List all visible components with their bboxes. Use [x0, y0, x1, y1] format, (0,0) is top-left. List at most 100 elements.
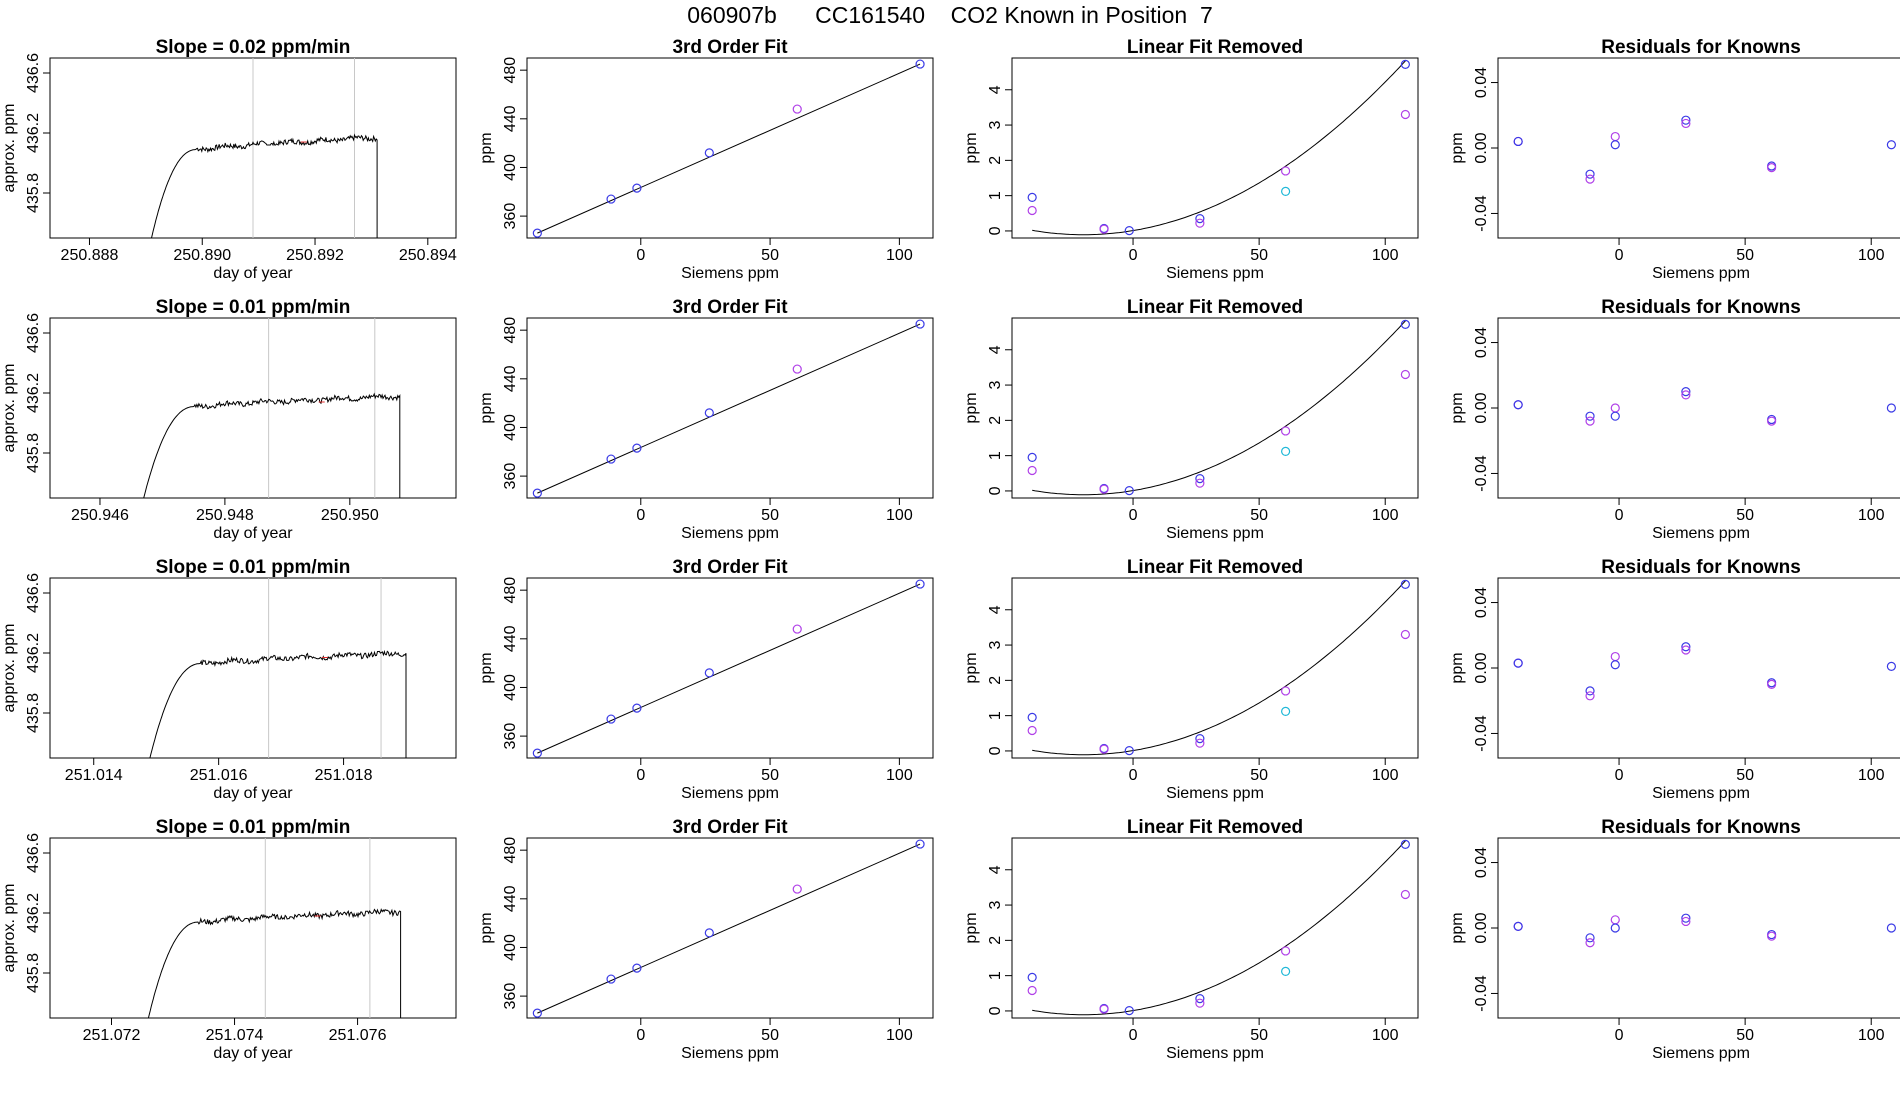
panel-title: 3rd Order Fit [672, 817, 788, 838]
data-point [1681, 916, 1691, 927]
panel-linear-removed-4: Linear Fit Removed 0 50 100 0 1 2 3 4 Siemens ppm… [963, 817, 1419, 1062]
x-tick-label: 100 [1858, 1027, 1885, 1044]
data-point [1767, 931, 1777, 941]
y-tick-label: -0.04 [1473, 195, 1490, 232]
y-tick-label: 3 [987, 381, 1004, 390]
y-tick-label: 436.2 [25, 633, 42, 673]
y-tick-label: 400 [502, 414, 519, 441]
data-point [792, 624, 802, 634]
data-point [915, 579, 925, 589]
y-tick-label: 0 [987, 1006, 1004, 1015]
y-tick-label: 480 [502, 577, 519, 604]
x-tick-label: 0 [1615, 247, 1624, 264]
panel-title: Linear Fit Removed [1127, 297, 1303, 318]
data-point [606, 714, 616, 724]
data-point [1610, 411, 1620, 421]
y-axis-label: ppm [963, 132, 980, 163]
x-tick-label: 100 [886, 247, 913, 264]
y-tick-label: 480 [502, 837, 519, 864]
data-point [1585, 933, 1595, 943]
data-point [915, 59, 925, 69]
x-tick-label: 0 [636, 1027, 645, 1044]
y-tick-label: 400 [502, 934, 519, 961]
x-axis-label: Siemens ppm [1166, 1045, 1264, 1062]
data-point [1195, 993, 1205, 1004]
x-axis-label: Siemens ppm [681, 1045, 779, 1062]
data-point [1585, 686, 1595, 696]
data-trace [151, 133, 378, 238]
data-point [1195, 733, 1205, 744]
y-tick-label: 1 [987, 451, 1004, 460]
plot-area [1513, 913, 1896, 948]
plot-area [1513, 642, 1896, 701]
y-axis-label: ppm [1449, 912, 1466, 943]
y-tick-label: 0 [987, 486, 1004, 495]
plot-area [151, 58, 378, 238]
x-tick-label: 50 [761, 507, 779, 524]
plot-area [532, 579, 925, 758]
y-tick-label: 2 [987, 936, 1004, 945]
panel-timeseries-2: Slope = 0.01 ppm/min 250.946 250.948 250.95… [1, 297, 457, 542]
y-tick-label: 0 [987, 746, 1004, 755]
y-tick-label: 436.2 [25, 113, 42, 153]
x-axis-label: day of year [213, 1045, 293, 1062]
panel-timeseries-4: Slope = 0.01 ppm/min 251.072 251.074 251.07… [1, 817, 457, 1062]
data-point [632, 963, 642, 973]
x-tick-label: 100 [1858, 247, 1885, 264]
y-tick-label: 436.6 [25, 53, 42, 93]
y-tick-label: 3 [987, 901, 1004, 910]
y-tick-label: 436.6 [25, 573, 42, 613]
data-point [1681, 642, 1691, 652]
data-point [1610, 660, 1620, 670]
data-point [532, 228, 542, 238]
y-tick-label: 360 [502, 723, 519, 750]
x-axis-label: Siemens ppm [1166, 785, 1264, 802]
x-axis-label: day of year [213, 525, 293, 542]
y-tick-label: 436.2 [25, 893, 42, 933]
plot-frame [1497, 317, 1900, 499]
y-tick-label: 4 [987, 865, 1004, 874]
y-tick-label: 0.00 [1473, 132, 1490, 163]
y-tick-label: 480 [502, 57, 519, 84]
y-tick-label: 0.00 [1473, 912, 1490, 943]
y-axis-label: approx. ppm [1, 884, 18, 973]
data-point [1513, 921, 1523, 931]
fit-curve [1032, 580, 1406, 756]
data-point [1099, 1004, 1109, 1014]
y-axis-label: approx. ppm [1, 624, 18, 713]
panel-title: Residuals for Knowns [1601, 817, 1801, 838]
data-point [532, 748, 542, 758]
x-tick-label: 100 [1372, 1027, 1399, 1044]
panel-linear-removed-1: Linear Fit Removed 0 50 100 0 1 2 3 4 Siemens ppm… [963, 37, 1419, 282]
y-tick-label: 0.04 [1473, 847, 1490, 878]
panel-residuals-4: Residuals for Knowns 0 50 100 -0.04 0.00 0.04 S… [1449, 817, 1900, 1062]
data-point [1513, 400, 1523, 410]
x-tick-label: 250.894 [399, 247, 457, 264]
data-point [1886, 403, 1896, 413]
x-tick-label: 250.892 [286, 247, 344, 264]
data-point [1027, 192, 1037, 203]
y-tick-label: 0.04 [1473, 327, 1490, 358]
x-tick-label: 250.948 [196, 507, 254, 524]
fit-line [537, 843, 921, 1014]
x-tick-label: 100 [1372, 507, 1399, 524]
plot-area [532, 319, 925, 498]
data-point [792, 104, 802, 114]
data-point [704, 408, 714, 418]
data-point [1610, 651, 1620, 662]
data-point [532, 1008, 542, 1018]
x-tick-label: 50 [1736, 507, 1754, 524]
x-tick-label: 0 [636, 247, 645, 264]
y-tick-label: 1 [987, 971, 1004, 980]
y-tick-label: 440 [502, 105, 519, 132]
panel-linear-removed-2: Linear Fit Removed 0 50 100 0 1 2 3 4 Siemens ppm… [963, 297, 1419, 542]
data-point [1281, 426, 1291, 436]
x-tick-label: 0 [1129, 1027, 1138, 1044]
data-point [1400, 369, 1410, 380]
x-tick-label: 251.016 [190, 767, 248, 784]
data-point [1124, 225, 1134, 236]
x-tick-label: 50 [1736, 767, 1754, 784]
x-tick-label: 0 [1129, 767, 1138, 784]
fit-line [537, 63, 921, 234]
panel-title: Residuals for Knowns [1601, 557, 1801, 578]
